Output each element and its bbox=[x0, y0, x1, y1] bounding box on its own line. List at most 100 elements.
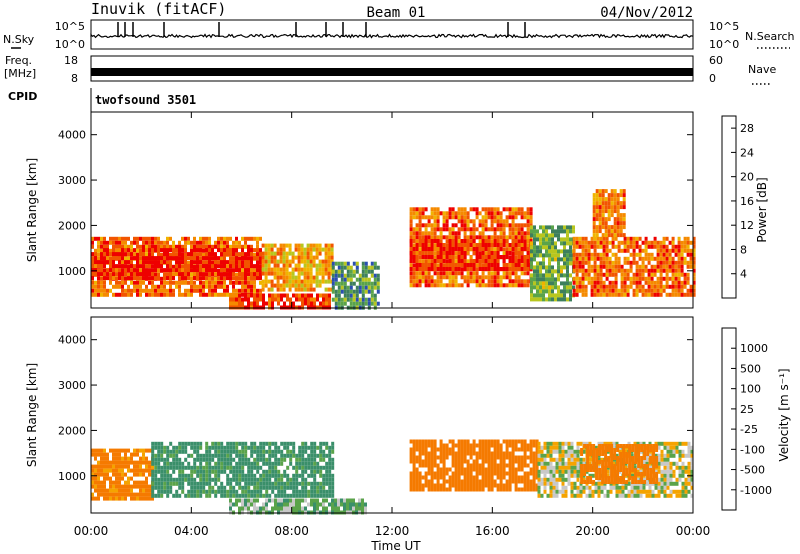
power-echo-cell bbox=[469, 263, 473, 267]
velocity-echo-cell bbox=[208, 445, 212, 450]
velocity-echo-cell bbox=[259, 506, 262, 511]
power-echo-cell bbox=[421, 247, 425, 251]
power-echo-cell bbox=[496, 243, 500, 247]
power-echo-cell bbox=[454, 211, 458, 216]
velocity-echo-cell bbox=[181, 481, 185, 486]
power-echo-cell bbox=[601, 209, 605, 214]
power-echo-cell bbox=[430, 211, 434, 216]
velocity-echo-cell bbox=[178, 477, 182, 482]
power-echo-cell bbox=[451, 259, 455, 263]
power-echo-cell bbox=[315, 275, 319, 280]
power-echo-cell bbox=[199, 268, 202, 273]
power-echo-cell bbox=[355, 301, 359, 306]
power-echo-cell bbox=[493, 215, 497, 220]
velocity-echo-cell bbox=[229, 493, 233, 498]
velocity-echo-cell bbox=[523, 479, 527, 484]
velocity-echo-cell bbox=[187, 481, 191, 486]
power-echo-cell bbox=[127, 236, 130, 241]
power-echo-cell bbox=[253, 256, 256, 261]
power-echo-cell bbox=[106, 252, 109, 257]
power-echo-cell bbox=[160, 252, 163, 257]
power-echo-cell bbox=[551, 241, 554, 246]
velocity-echo-cell bbox=[142, 492, 145, 497]
power-echo-cell bbox=[238, 272, 241, 277]
power-echo-cell bbox=[592, 201, 596, 206]
power-echo-cell bbox=[508, 279, 512, 284]
velocity-echo-cell bbox=[118, 452, 121, 457]
power-echo-cell bbox=[469, 239, 473, 244]
velocity-echo-cell bbox=[133, 472, 136, 477]
power-echo-cell bbox=[130, 248, 133, 253]
power-echo-cell bbox=[166, 244, 169, 249]
velocity-echo-cell bbox=[271, 506, 274, 511]
power-echo-cell bbox=[674, 248, 678, 253]
power-echo-cell bbox=[148, 276, 151, 281]
power-echo-cell bbox=[602, 244, 606, 249]
power-echo-cell bbox=[463, 247, 467, 251]
power-echo-cell bbox=[361, 293, 365, 298]
power-echo-cell bbox=[286, 293, 289, 298]
power-echo-cell bbox=[659, 276, 663, 281]
power-echo-cell bbox=[578, 256, 582, 261]
power-echo-cell bbox=[294, 255, 298, 260]
power-echo-cell bbox=[367, 281, 371, 286]
velocity-echo-cell bbox=[178, 457, 182, 462]
velocity-echo-cell bbox=[193, 489, 197, 494]
power-echo-cell bbox=[659, 268, 663, 273]
velocity-echo-cell bbox=[223, 449, 227, 454]
power-echo-cell bbox=[412, 267, 416, 272]
power-echo-cell bbox=[439, 211, 443, 216]
power-echo-cell bbox=[295, 297, 298, 302]
power-echo-cell bbox=[578, 236, 582, 241]
power-echo-cell bbox=[415, 243, 419, 247]
power-echo-cell bbox=[563, 273, 566, 278]
power-echo-cell bbox=[475, 267, 479, 272]
power-echo-cell bbox=[276, 251, 280, 256]
power-echo-cell bbox=[324, 287, 328, 292]
velocity-echo-cell bbox=[424, 463, 428, 468]
power-echo-cell bbox=[127, 252, 130, 257]
velocity-echo-cell bbox=[160, 469, 164, 474]
velocity-echo-cell bbox=[454, 475, 458, 480]
velocity-echo-cell bbox=[235, 461, 239, 466]
velocity-echo-cell bbox=[478, 483, 482, 488]
power-echo-cell bbox=[139, 248, 142, 253]
velocity-echo-cell bbox=[151, 496, 154, 501]
power-echo-cell bbox=[229, 248, 232, 253]
power-echo-cell bbox=[409, 251, 413, 255]
velocity-echo-cell bbox=[241, 457, 245, 462]
power-echo-cell bbox=[433, 259, 437, 263]
power-echo-cell bbox=[659, 272, 663, 277]
velocity-echo-cell bbox=[415, 483, 419, 488]
power-echo-cell bbox=[644, 268, 648, 273]
power-echo-cell bbox=[517, 243, 521, 247]
power-echo-cell bbox=[94, 280, 97, 285]
velocity-echo-cell bbox=[148, 488, 151, 493]
power-echo-cell bbox=[127, 288, 130, 293]
power-echo-cell bbox=[244, 240, 247, 245]
power-echo-cell bbox=[244, 256, 247, 261]
power-echo-cell bbox=[205, 244, 208, 249]
power-echo-cell bbox=[373, 293, 377, 298]
power-echo-cell bbox=[659, 244, 663, 249]
power-echo-cell bbox=[560, 297, 563, 302]
power-echo-cell bbox=[475, 215, 479, 220]
power-echo-cell bbox=[508, 207, 512, 212]
velocity-echo-cell bbox=[331, 465, 335, 470]
power-echo-cell bbox=[112, 244, 115, 249]
power-echo-cell bbox=[551, 265, 554, 270]
power-echo-cell bbox=[677, 276, 681, 281]
velocity-echo-region bbox=[151, 441, 335, 498]
velocity-echo-cell bbox=[217, 473, 221, 478]
velocity-echo-cell bbox=[295, 469, 299, 474]
power-echo-cell bbox=[109, 272, 112, 277]
velocity-echo-cell bbox=[229, 498, 232, 503]
power-echo-cell bbox=[106, 276, 109, 281]
velocity-echo-cell bbox=[157, 453, 161, 458]
power-echo-cell bbox=[139, 244, 142, 249]
velocity-echo-cell bbox=[133, 480, 136, 485]
velocity-echo-cell bbox=[436, 467, 440, 472]
velocity-echo-cell bbox=[196, 449, 200, 454]
power-echo-cell bbox=[376, 265, 380, 270]
power-echo-cell bbox=[668, 276, 672, 281]
